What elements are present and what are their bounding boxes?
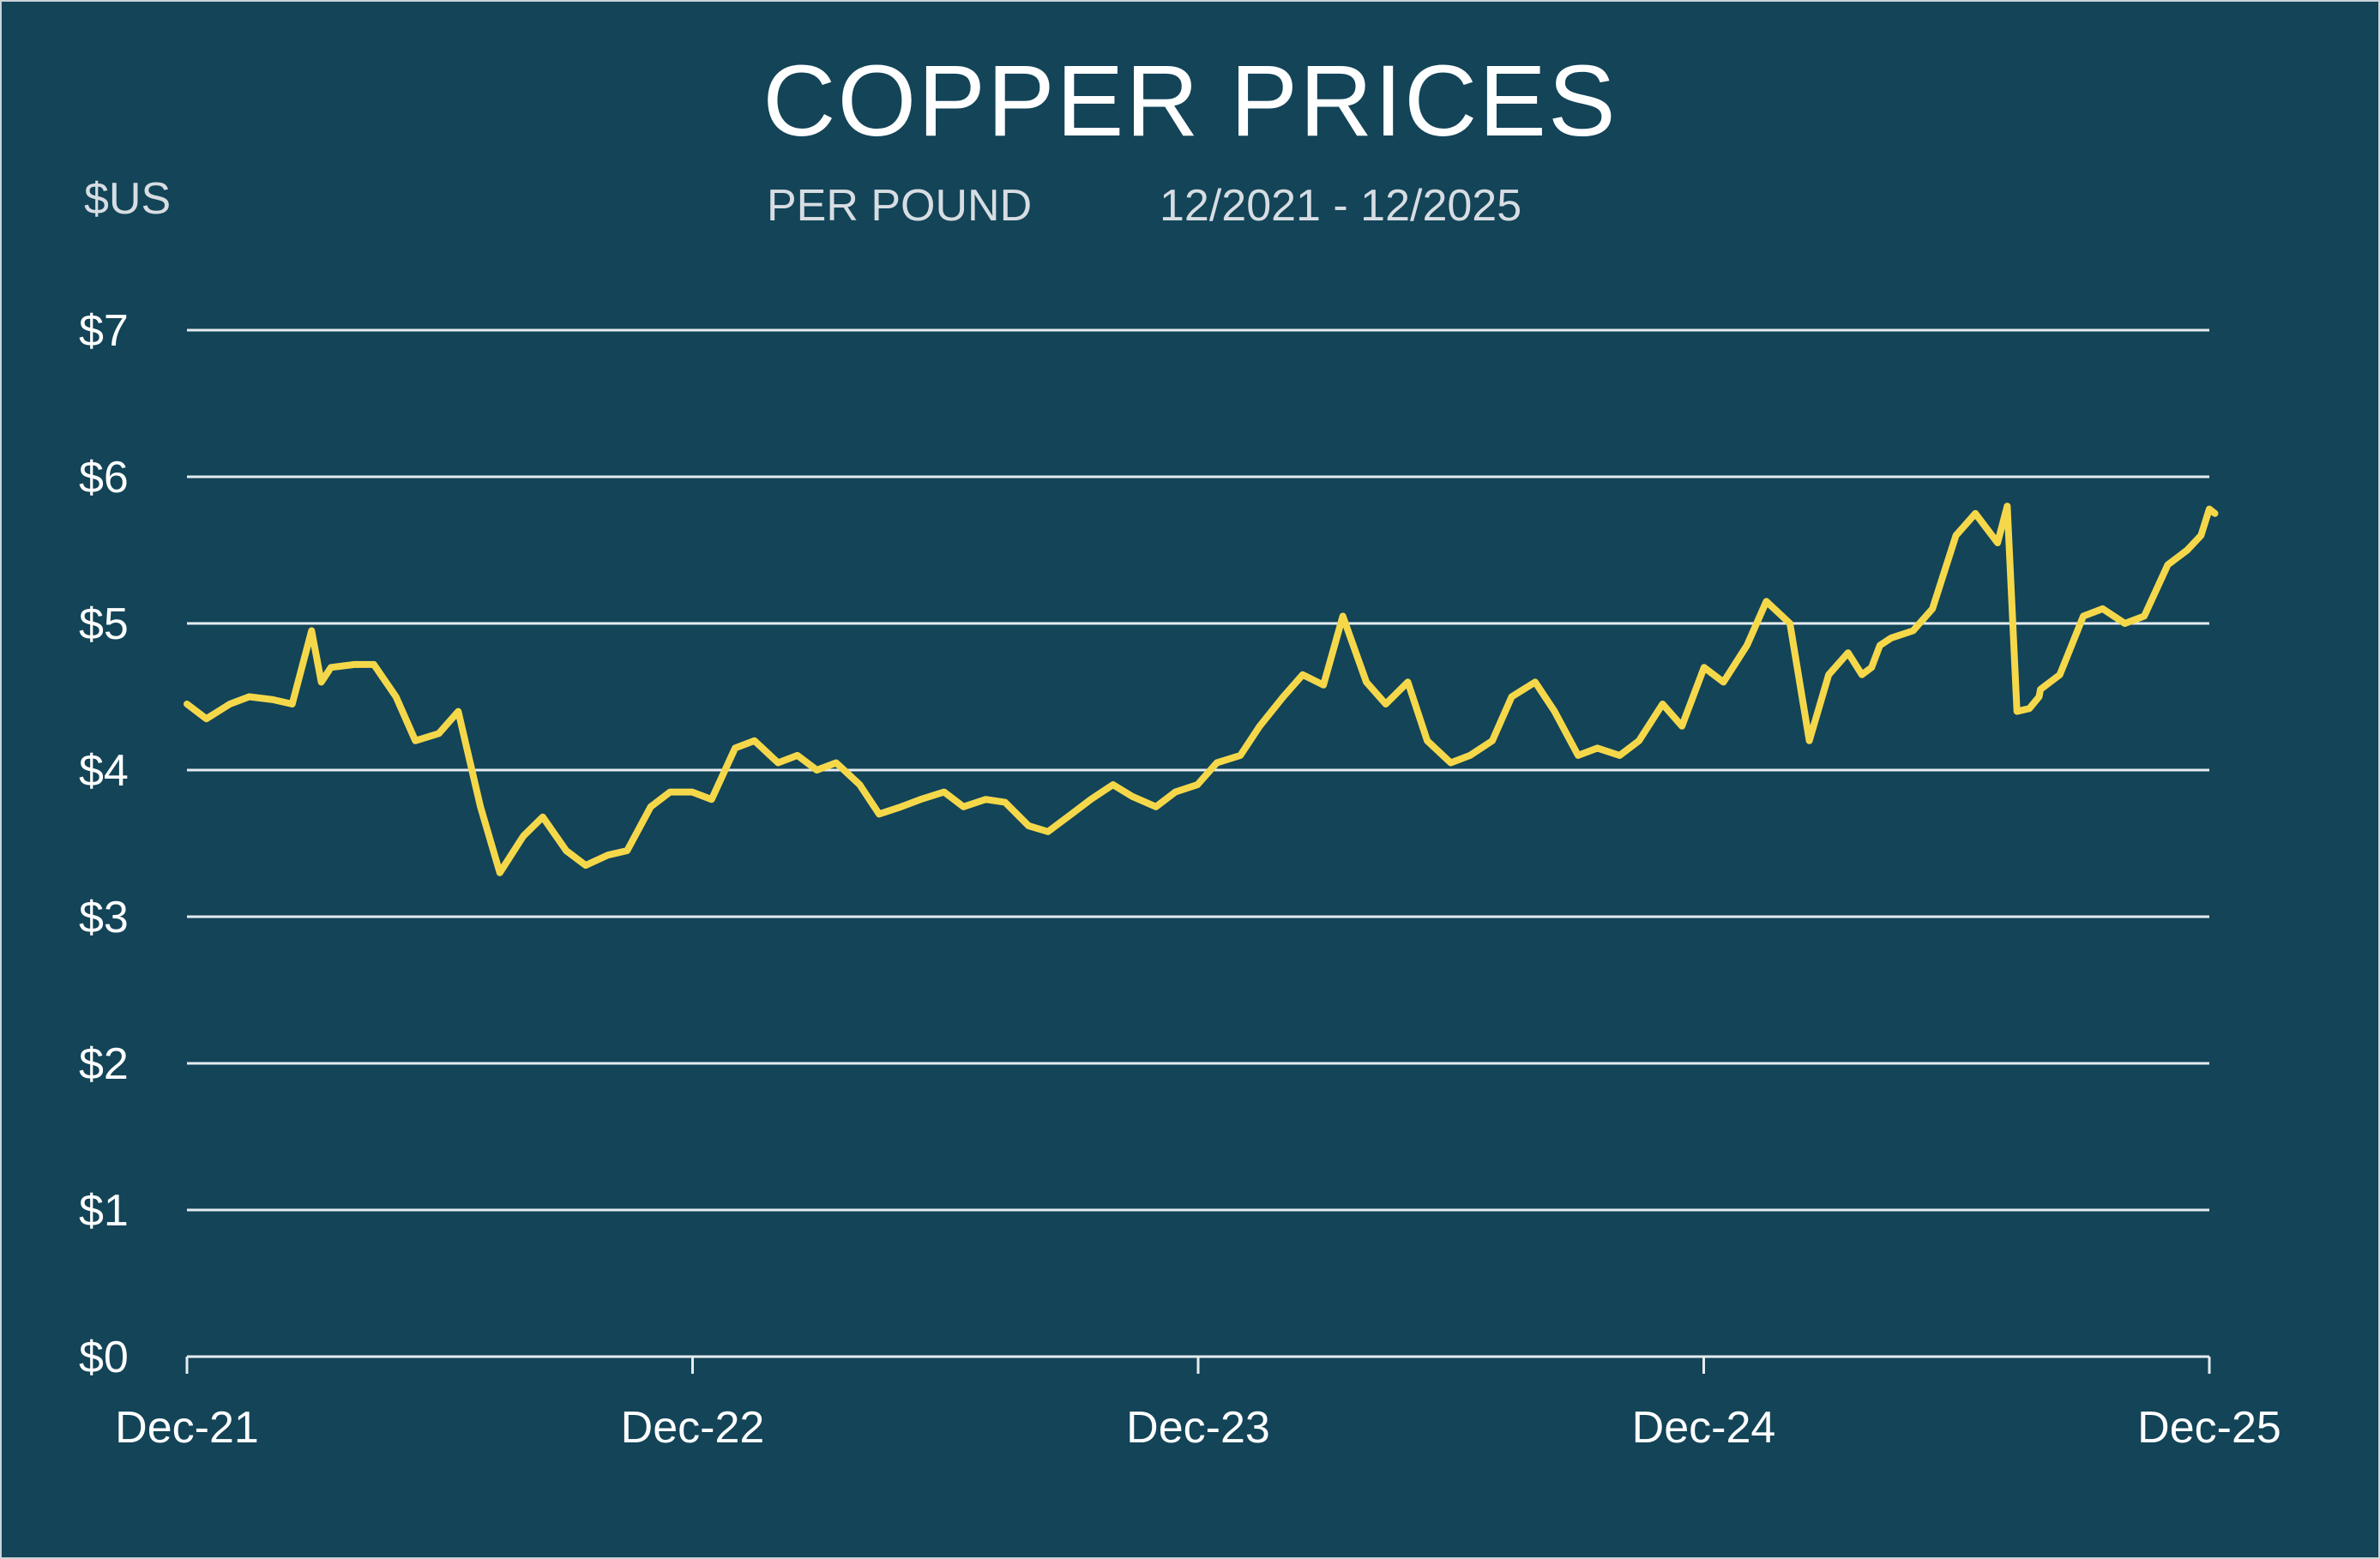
y-tick-label: $3	[79, 893, 129, 942]
price-series-line	[184, 503, 2219, 876]
y-tick-label: $7	[79, 306, 129, 356]
chart-subtitle: PER POUND	[767, 181, 1033, 231]
y-tick-label: $1	[79, 1186, 129, 1236]
x-tick-label: Dec-22	[621, 1403, 765, 1453]
y-tick-label: $0	[79, 1333, 129, 1382]
y-tick-label: $5	[79, 599, 129, 649]
chart-title: COPPER PRICES	[762, 45, 1618, 158]
x-tick-label: Dec-21	[115, 1403, 259, 1453]
y-tick-label: $4	[79, 746, 129, 796]
x-tick-label: Dec-25	[2137, 1403, 2281, 1453]
y-unit-label: $US	[84, 174, 172, 224]
y-tick-label: $6	[79, 453, 129, 503]
y-tick-label: $2	[79, 1039, 129, 1089]
x-tick-label: Dec-24	[1632, 1403, 1776, 1453]
date-range-label: 12/2021 - 12/2025	[1160, 181, 1522, 231]
x-tick-label: Dec-23	[1126, 1403, 1270, 1453]
